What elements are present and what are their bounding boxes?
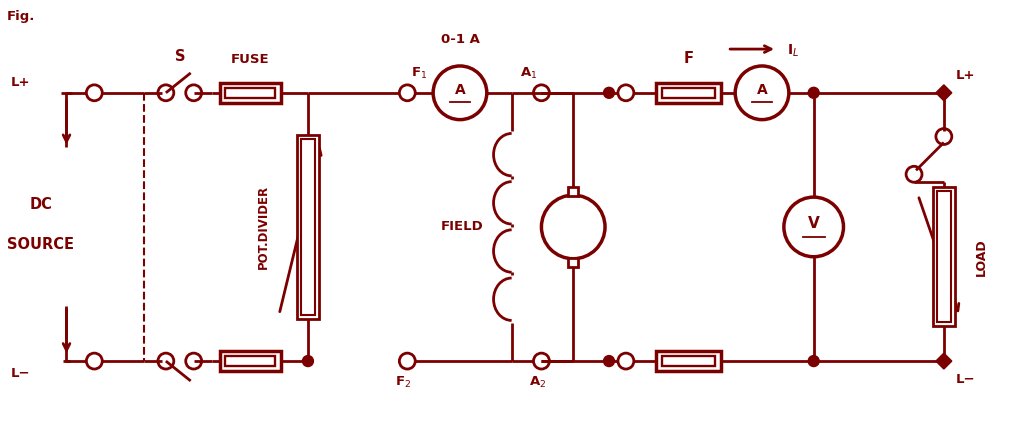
Text: S: S — [175, 49, 185, 64]
Text: L+: L+ — [956, 69, 975, 82]
Bar — [219, 83, 281, 103]
Text: F$_1$: F$_1$ — [412, 66, 427, 81]
Text: A: A — [455, 83, 465, 97]
Bar — [657, 83, 720, 103]
Text: FUSE: FUSE — [230, 53, 270, 66]
Text: L+: L+ — [11, 76, 31, 89]
Bar — [933, 187, 955, 326]
Bar — [301, 138, 315, 316]
Text: F$_2$: F$_2$ — [395, 375, 412, 390]
Circle shape — [303, 355, 314, 367]
Text: A: A — [756, 83, 768, 97]
Circle shape — [604, 87, 614, 98]
Text: SOURCE: SOURCE — [7, 237, 74, 252]
Text: L−: L− — [956, 373, 975, 386]
Circle shape — [541, 195, 605, 259]
Bar — [568, 187, 578, 196]
Bar — [663, 88, 715, 98]
Text: A$_2$: A$_2$ — [529, 375, 546, 390]
Text: 0-1 A: 0-1 A — [440, 33, 480, 46]
Text: FIELD: FIELD — [440, 220, 484, 233]
Circle shape — [433, 66, 487, 120]
Bar — [568, 258, 578, 266]
Circle shape — [808, 87, 819, 98]
Text: V: V — [808, 217, 819, 231]
Text: Fig.: Fig. — [7, 10, 35, 23]
Bar — [225, 356, 275, 366]
Circle shape — [808, 355, 819, 367]
Bar — [297, 135, 319, 319]
Circle shape — [784, 197, 844, 257]
Bar — [663, 356, 715, 366]
Bar — [936, 191, 951, 322]
Bar — [225, 88, 275, 98]
Circle shape — [604, 355, 614, 367]
Text: LOAD: LOAD — [975, 238, 988, 276]
Text: L−: L− — [11, 367, 31, 380]
Text: I$_L$: I$_L$ — [787, 43, 799, 59]
Text: DC: DC — [29, 197, 52, 212]
Polygon shape — [936, 353, 952, 369]
Polygon shape — [936, 85, 952, 101]
Bar — [219, 351, 281, 371]
Text: F: F — [683, 51, 694, 66]
Text: A$_1$: A$_1$ — [520, 66, 537, 81]
Text: POT.DIVIDER: POT.DIVIDER — [256, 185, 270, 269]
Bar — [657, 351, 720, 371]
Circle shape — [735, 66, 789, 120]
